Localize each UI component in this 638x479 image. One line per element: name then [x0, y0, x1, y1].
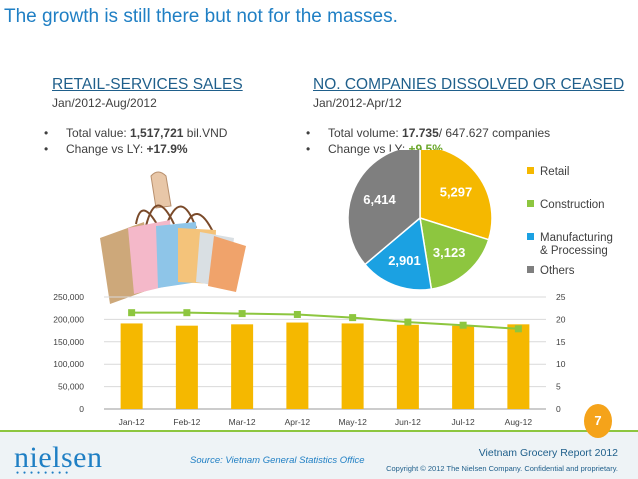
- retail-sales-combo-chart: 250,000 200,000 150,000 100,000 50,000 0 25 20 1…: [53, 292, 566, 440]
- bar-Jul-12: [452, 325, 475, 409]
- legend-manufacturing: Manufacturing & Processing: [527, 232, 613, 258]
- x-tick-6: Jul-12: [452, 417, 475, 427]
- nielsen-logo-dots: ●●●●●●●●: [16, 470, 73, 476]
- y-left-tick-3: 100,000: [53, 359, 84, 369]
- y-left-tick-5: 0: [79, 404, 84, 414]
- growth-point-Jul-12: [459, 321, 467, 329]
- growth-point-Apr-12: [293, 310, 301, 318]
- legend-construction-label: Construction: [540, 199, 605, 211]
- y-right-tick-1: 20: [556, 314, 566, 324]
- slide-title: The growth is still there but not for th…: [4, 6, 398, 27]
- bar-Jan-12: [120, 323, 143, 409]
- nielsen-logo: nielsen: [14, 441, 103, 474]
- y-right-tick-2: 15: [556, 337, 566, 347]
- retail-sales-title: RETAIL-SERVICES SALES: [52, 76, 243, 93]
- bar-May-12: [341, 323, 364, 409]
- pie-slice-3: [347, 150, 421, 266]
- footer-divider: [0, 430, 638, 432]
- pie-value-label-2: 2,901: [388, 253, 421, 268]
- retail-sales-bullets: Total value: 1,517,721 bil.VND Change vs…: [40, 125, 227, 157]
- dissolved-companies-bullets: Total volume: 17.735/ 647.627 companies …: [302, 125, 550, 157]
- retail-total-value: Total value: 1,517,721 bil.VND: [40, 125, 227, 141]
- growth-point-Jan-12: [128, 309, 136, 317]
- pie-value-label-0: 5,297: [440, 185, 473, 200]
- bar-Aug-12: [507, 324, 530, 409]
- x-tick-4: May-12: [338, 417, 367, 427]
- y-left-tick-2: 150,000: [53, 337, 84, 347]
- legend-construction: Construction: [527, 199, 605, 212]
- shopping-bags-illustration: [100, 171, 246, 304]
- legend-manufacturing-swatch: [527, 233, 534, 241]
- legend-others: Others: [527, 265, 575, 278]
- growth-point-Jun-12: [404, 318, 412, 326]
- legend-retail-swatch: [527, 167, 534, 175]
- dissolved-total-volume: Total volume: 17.735/ 647.627 companies: [302, 125, 550, 141]
- pie-slice-0: [419, 150, 493, 241]
- growth-point-May-12: [349, 314, 357, 322]
- legend-retail-label: Retail: [540, 166, 570, 178]
- report-name: Vietnam Grocery Report 2012: [478, 447, 618, 459]
- legend-retail: Retail: [527, 166, 569, 179]
- y-right-tick-0: 25: [556, 292, 566, 302]
- companies-pie-chart: 5,297 3,123 2,901 6,414: [347, 150, 493, 290]
- growth-rate-line: [131, 311, 519, 330]
- footer-bar: [0, 430, 638, 479]
- bar-Mar-12: [231, 324, 254, 409]
- x-tick-0: Jan-12: [119, 417, 145, 427]
- legend-construction-swatch: [527, 200, 534, 208]
- growth-point-Mar-12: [238, 310, 246, 318]
- y-right-tick-4: 5: [556, 382, 561, 392]
- pie-slice-2: [363, 216, 433, 290]
- legend-others-swatch: [527, 266, 534, 274]
- retail-change-vs-ly: Change vs LY: +17.9%: [40, 141, 227, 157]
- growth-point-Feb-12: [183, 309, 191, 317]
- y-left-tick-4: 50,000: [58, 382, 84, 392]
- bar-Apr-12: [286, 322, 309, 409]
- legend-manufacturing-label: Manufacturing & Processing: [540, 232, 613, 257]
- pie-value-label-3: 6,414: [363, 192, 396, 207]
- y-right-tick-5: 0: [556, 404, 561, 414]
- dissolved-companies-period: Jan/2012-Apr/12: [313, 96, 402, 110]
- x-tick-3: Apr-12: [285, 417, 311, 427]
- y-left-tick-1: 200,000: [53, 314, 84, 324]
- dissolved-companies-title: NO. COMPANIES DISSOLVED OR CEASED: [313, 76, 625, 93]
- pie-slice-1: [419, 216, 490, 290]
- pie-value-label-1: 3,123: [433, 245, 466, 260]
- copyright-note: Copyright © 2012 The Nielsen Company. Co…: [386, 464, 618, 473]
- growth-point-Aug-12: [514, 325, 522, 333]
- x-tick-2: Mar-12: [229, 417, 256, 427]
- source-note: Source: Vietnam General Statistics Offic…: [190, 455, 365, 466]
- x-tick-7: Aug-12: [505, 417, 533, 427]
- retail-sales-period: Jan/2012-Aug/2012: [52, 96, 157, 110]
- y-left-tick-0: 250,000: [53, 292, 84, 302]
- legend-others-label: Others: [540, 265, 575, 277]
- y-right-tick-3: 10: [556, 359, 566, 369]
- bar-Jun-12: [396, 324, 419, 409]
- x-tick-1: Feb-12: [173, 417, 200, 427]
- x-tick-5: Jun-12: [395, 417, 421, 427]
- page-number-badge: 7: [584, 404, 612, 438]
- bar-Feb-12: [175, 325, 198, 409]
